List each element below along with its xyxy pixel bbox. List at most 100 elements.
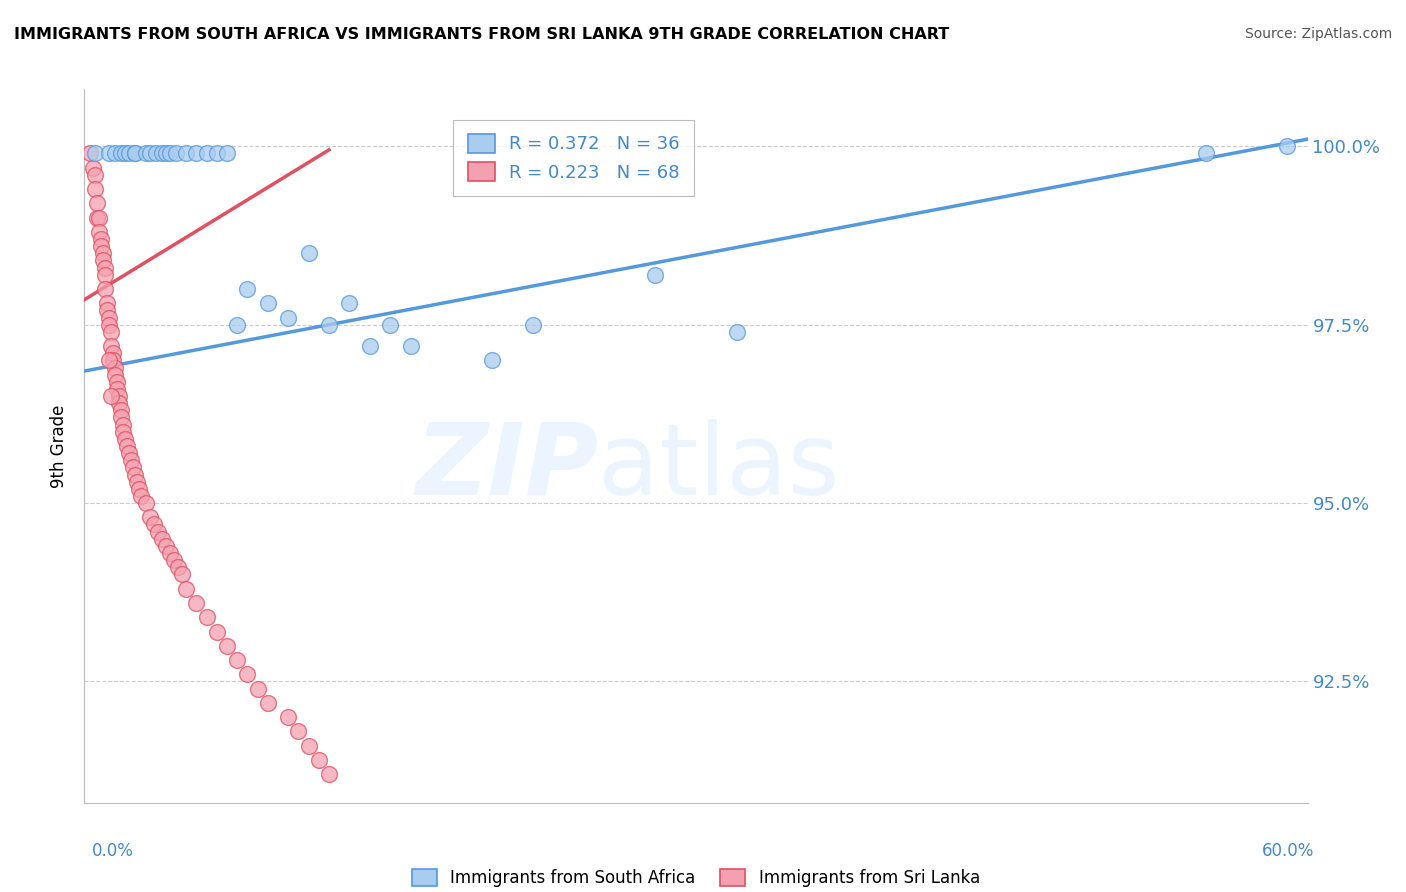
Point — [298, 739, 321, 753]
Point — [118, 146, 141, 161]
Point — [100, 325, 122, 339]
Point — [246, 681, 269, 696]
Point — [97, 146, 120, 161]
Point — [167, 560, 190, 574]
Point — [163, 553, 186, 567]
Point — [97, 318, 120, 332]
Point — [159, 146, 181, 161]
Text: 0.0%: 0.0% — [91, 842, 134, 860]
Point — [150, 532, 173, 546]
Point — [217, 639, 239, 653]
Point — [114, 432, 136, 446]
Point — [135, 146, 157, 161]
Point — [100, 339, 122, 353]
Point — [90, 232, 112, 246]
Point — [83, 146, 105, 161]
Point — [150, 146, 173, 161]
Point — [86, 211, 108, 225]
Point — [205, 624, 228, 639]
Point — [96, 303, 118, 318]
Point — [176, 146, 198, 161]
Point — [127, 475, 149, 489]
Point — [155, 539, 177, 553]
Point — [96, 296, 118, 310]
Point — [115, 439, 138, 453]
Point — [298, 246, 321, 260]
Point — [339, 296, 361, 310]
Point — [142, 517, 165, 532]
Point — [110, 410, 132, 425]
Point — [131, 489, 153, 503]
Point — [83, 182, 105, 196]
Point — [186, 146, 208, 161]
Point — [195, 610, 218, 624]
Point — [104, 146, 127, 161]
Point — [108, 389, 131, 403]
Point — [105, 382, 128, 396]
Point — [226, 653, 249, 667]
Point — [195, 146, 218, 161]
Y-axis label: 9th Grade: 9th Grade — [51, 404, 69, 488]
Point — [91, 253, 114, 268]
Point — [135, 496, 157, 510]
Point — [165, 146, 187, 161]
Point — [277, 310, 299, 325]
Point — [118, 446, 141, 460]
Point — [172, 567, 194, 582]
Point — [112, 417, 135, 432]
Point — [97, 353, 120, 368]
Point — [101, 353, 124, 368]
Point — [155, 146, 177, 161]
Point — [186, 596, 208, 610]
Point — [205, 146, 228, 161]
Point — [83, 168, 105, 182]
Point — [112, 425, 135, 439]
Point — [93, 282, 117, 296]
Point — [308, 753, 330, 767]
Point — [138, 510, 160, 524]
Point — [318, 767, 340, 781]
Point — [124, 146, 146, 161]
Point — [101, 346, 124, 360]
Point — [114, 146, 136, 161]
Point — [1195, 146, 1218, 161]
Point — [104, 368, 127, 382]
Point — [97, 310, 120, 325]
Point — [93, 268, 117, 282]
Point — [236, 282, 259, 296]
Point — [287, 724, 309, 739]
Point — [318, 318, 340, 332]
Point — [91, 246, 114, 260]
Point — [359, 339, 381, 353]
Point — [128, 482, 150, 496]
Text: atlas: atlas — [598, 419, 839, 516]
Point — [522, 318, 544, 332]
Point — [159, 546, 181, 560]
Point — [145, 146, 167, 161]
Point — [110, 146, 132, 161]
Point — [124, 146, 146, 161]
Point — [725, 325, 748, 339]
Point — [644, 268, 666, 282]
Point — [138, 146, 160, 161]
Point — [120, 453, 142, 467]
Point — [79, 146, 101, 161]
Point — [122, 460, 145, 475]
Point — [1277, 139, 1299, 153]
Point — [82, 161, 104, 175]
Text: IMMIGRANTS FROM SOUTH AFRICA VS IMMIGRANTS FROM SRI LANKA 9TH GRADE CORRELATION : IMMIGRANTS FROM SOUTH AFRICA VS IMMIGRAN… — [14, 27, 949, 42]
Point — [124, 467, 146, 482]
Point — [87, 225, 110, 239]
Point — [176, 582, 198, 596]
Text: 60.0%: 60.0% — [1263, 842, 1315, 860]
Point — [217, 146, 239, 161]
Legend: R = 0.372   N = 36, R = 0.223   N = 68: R = 0.372 N = 36, R = 0.223 N = 68 — [453, 120, 695, 196]
Point — [100, 389, 122, 403]
Point — [481, 353, 503, 368]
Point — [257, 696, 280, 710]
Point — [257, 296, 280, 310]
Point — [87, 211, 110, 225]
Point — [380, 318, 402, 332]
Point — [93, 260, 117, 275]
Text: Source: ZipAtlas.com: Source: ZipAtlas.com — [1244, 27, 1392, 41]
